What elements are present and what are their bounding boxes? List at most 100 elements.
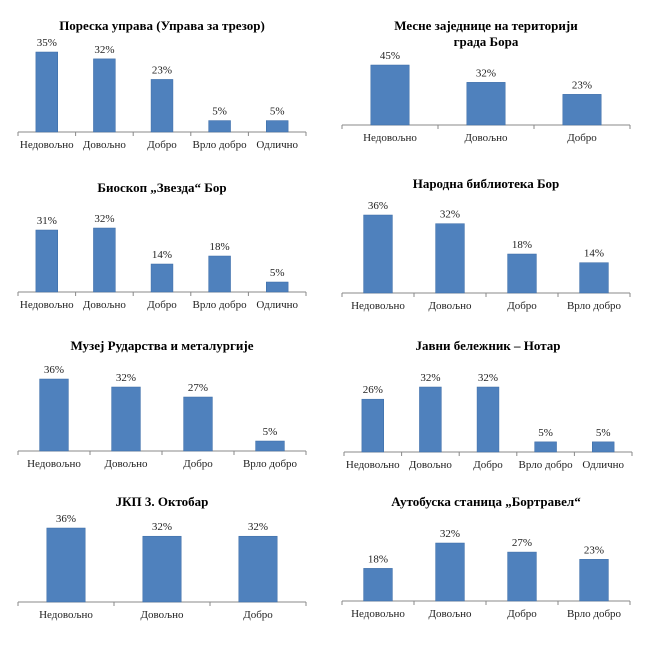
category-label: Недовољно (363, 132, 417, 144)
chart-title: Народна библиотека Бор (412, 176, 560, 191)
category-label: Добро (507, 300, 537, 312)
chart-title: Аутобуска станица „Бортравел“ (391, 494, 581, 509)
data-label: 5% (270, 106, 285, 118)
data-label: 31% (37, 215, 57, 227)
category-label: Довољно (140, 609, 184, 621)
data-label: 35% (37, 37, 57, 49)
bar (579, 262, 609, 294)
bar (150, 263, 174, 293)
data-label: 36% (44, 364, 64, 376)
bar (592, 441, 615, 453)
data-label: 32% (476, 67, 496, 79)
category-label: Недовољно (27, 458, 81, 470)
data-label: 32% (440, 209, 460, 221)
bar-plot: 18% Недовољно 32% Довољно 27% Добро 23% Врло до… (341, 528, 631, 620)
category-label: Одлично (582, 459, 624, 471)
category-label: Врло добро (193, 139, 248, 151)
bar-plot: 36% Недовољно 32% Довољно 32% Добро (17, 513, 307, 621)
chart-title: Месне заједнице на територији града Бора (394, 18, 578, 49)
data-label: 32% (152, 521, 172, 533)
bar (35, 51, 58, 133)
category-label: Недовољно (20, 139, 74, 151)
data-label: 14% (152, 249, 172, 261)
data-label: 36% (368, 200, 388, 212)
data-label: 45% (380, 50, 400, 62)
category-label: Недовољно (39, 609, 93, 621)
bar (142, 535, 182, 603)
category-label: Добро (147, 299, 177, 311)
data-label: 32% (94, 213, 114, 225)
chart-title: Пореска управа (Управа за трезор) (59, 18, 265, 33)
bar-plot: 26% Недовољно 32% Довољно 32% Добро 5% Врло доб… (343, 372, 633, 471)
data-label: 32% (116, 372, 136, 384)
data-label: 23% (152, 64, 172, 76)
chart-title: Музеј Рударства и металургије (70, 338, 254, 353)
bar (419, 386, 442, 453)
bar-plot: 31% Недовољно 32% Довољно 14% Добро 18% Врло до… (17, 213, 307, 311)
data-label: 23% (572, 79, 592, 91)
category-label: Довољно (83, 299, 127, 311)
bar (266, 281, 289, 293)
category-label: Недовољно (351, 300, 405, 312)
category-label: Недовољно (20, 299, 74, 311)
bar-plot: 45% Недовољно 32% Довољно 23% Добро (341, 50, 631, 144)
bar (93, 227, 116, 293)
data-label: 32% (248, 521, 268, 533)
bar (266, 120, 289, 133)
category-label: Одлично (256, 139, 298, 151)
category-label: Врло добро (567, 300, 622, 312)
category-label: Недовољно (346, 459, 400, 471)
bar (46, 527, 86, 603)
data-label: 18% (368, 553, 388, 565)
data-label: 26% (363, 384, 383, 396)
bar-plot: 36% Недовољно 32% Довољно 27% Добро 5% Врло доб… (17, 364, 307, 470)
bar (562, 94, 602, 126)
category-label: Довољно (428, 608, 472, 620)
bar (363, 568, 393, 602)
bar-plot: 35% Недовољно 32% Довољно 23% Добро 5% Врло доб… (17, 37, 307, 151)
bar (363, 214, 393, 294)
category-label: Добро (183, 458, 213, 470)
data-label: 5% (596, 427, 611, 439)
category-label: Добро (567, 132, 597, 144)
chart-title: Биоскоп „Звезда“ Бор (97, 180, 227, 195)
data-label: 18% (512, 239, 532, 251)
data-label: 27% (188, 382, 208, 394)
category-label: Недовољно (351, 608, 405, 620)
category-label: Добро (473, 459, 503, 471)
bar (534, 441, 557, 453)
bar (183, 396, 213, 452)
bar (579, 559, 609, 602)
data-label: 32% (478, 372, 498, 384)
bar (35, 229, 58, 293)
bar (466, 82, 506, 126)
bar (507, 253, 537, 294)
chart-title: ЈКП 3. Октобар (115, 494, 209, 509)
category-label: Довољно (83, 139, 127, 151)
category-label: Врло добро (519, 459, 574, 471)
category-label: Добро (507, 608, 537, 620)
bar (507, 551, 537, 602)
bar (208, 255, 231, 293)
data-label: 32% (420, 372, 440, 384)
bar (435, 542, 465, 602)
chart-title: Јавни бележник – Нотар (415, 338, 561, 353)
category-label: Врло добро (567, 608, 622, 620)
bar (39, 378, 69, 452)
category-label: Одлично (256, 299, 298, 311)
bar (476, 386, 500, 453)
bar (361, 398, 384, 453)
bar (150, 79, 174, 133)
category-label: Довољно (104, 458, 148, 470)
data-label: 36% (56, 513, 76, 525)
bar (111, 386, 141, 452)
data-label: 5% (212, 106, 227, 118)
bar (370, 64, 410, 126)
data-label: 5% (263, 426, 278, 438)
bar (255, 440, 285, 452)
category-label: Врло добро (243, 458, 298, 470)
data-label: 18% (210, 241, 230, 253)
bar (238, 535, 278, 603)
data-label: 23% (584, 544, 604, 556)
data-label: 5% (538, 427, 553, 439)
